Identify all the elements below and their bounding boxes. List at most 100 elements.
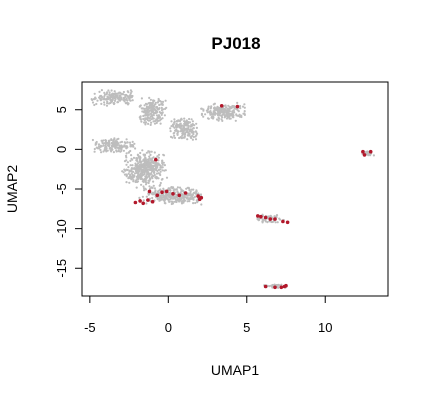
highlighted-cell-point xyxy=(285,220,290,225)
background-cell-point xyxy=(173,118,176,121)
background-cell-point xyxy=(147,162,150,166)
background-cell-point xyxy=(147,111,150,114)
background-cell-point xyxy=(225,106,228,109)
background-cell-point xyxy=(171,200,174,203)
background-cell-point xyxy=(180,200,183,203)
highlighted-cell-point xyxy=(164,189,169,194)
background-cell-point xyxy=(223,116,226,119)
background-cell-point xyxy=(158,199,161,202)
background-cell-point xyxy=(94,143,97,146)
background-cell-point xyxy=(99,148,102,152)
background-cell-point xyxy=(195,126,198,129)
background-cell-point xyxy=(100,139,103,142)
background-cell-point xyxy=(102,150,105,153)
background-cell-point xyxy=(136,174,139,177)
highlighted-cell-point xyxy=(138,199,142,203)
background-cell-point xyxy=(98,96,101,99)
x-tick-label: 10 xyxy=(318,320,332,335)
background-cell-point xyxy=(163,197,166,200)
x-tick-label: -5 xyxy=(84,320,96,335)
background-cell-point xyxy=(157,97,160,101)
background-cell-point xyxy=(164,195,168,198)
background-cell-point xyxy=(95,102,98,106)
background-cell-point xyxy=(159,170,162,173)
background-cell-point xyxy=(151,186,154,189)
background-cell-point xyxy=(191,134,194,137)
background-cell-point xyxy=(129,92,132,95)
background-cell-point xyxy=(125,152,128,155)
background-cell-point xyxy=(164,202,167,205)
background-cell-point xyxy=(157,159,160,162)
background-cell-point xyxy=(192,202,195,205)
background-cell-point xyxy=(116,101,120,104)
background-cell-point xyxy=(278,217,281,220)
background-cell-point xyxy=(186,196,189,199)
background-cell-point xyxy=(217,119,220,122)
background-cell-point xyxy=(131,99,134,102)
background-cell-point xyxy=(176,186,179,189)
highlighted-cell-point xyxy=(141,201,145,206)
background-cell-point xyxy=(161,100,165,103)
background-cell-point xyxy=(180,189,184,192)
background-cell-point xyxy=(153,99,156,102)
background-cell-point xyxy=(103,91,106,94)
background-cell-point xyxy=(119,145,122,148)
background-cell-point xyxy=(145,151,148,154)
background-cell-point xyxy=(166,197,169,200)
background-cell-point xyxy=(139,104,142,107)
background-cell-point xyxy=(207,107,210,110)
background-cell-point xyxy=(171,197,175,200)
background-cell-point xyxy=(153,164,156,167)
background-cell-point xyxy=(128,181,131,184)
background-cell-point xyxy=(232,114,235,117)
background-cell-point xyxy=(213,108,216,111)
background-cell-point xyxy=(268,285,271,288)
background-cell-point xyxy=(139,156,142,159)
background-cell-point xyxy=(210,115,213,118)
highlighted-cell-point xyxy=(171,192,175,196)
background-cell-point xyxy=(97,145,101,148)
background-cell-point xyxy=(180,118,183,121)
x-axis: -5 0 5 10 xyxy=(84,295,332,335)
background-cell-point xyxy=(120,96,123,99)
background-cells-layer xyxy=(90,89,375,289)
highlighted-cell-point xyxy=(263,284,268,289)
background-cell-point xyxy=(94,142,97,145)
background-cell-point xyxy=(188,200,191,203)
background-cell-point xyxy=(160,178,163,181)
background-cell-point xyxy=(192,135,195,139)
background-cell-point xyxy=(243,106,246,109)
background-cell-point xyxy=(161,159,164,162)
background-cell-point xyxy=(143,170,147,173)
background-cell-point xyxy=(187,198,190,201)
background-cell-point xyxy=(183,120,186,124)
highlighted-cell-point xyxy=(255,214,260,218)
background-cell-point xyxy=(124,94,127,97)
background-cell-point xyxy=(192,127,195,130)
y-tick-label: -5 xyxy=(54,183,69,195)
background-cell-point xyxy=(185,187,188,190)
background-cell-point xyxy=(153,107,156,110)
background-cell-point xyxy=(149,98,152,101)
highlighted-cell-point xyxy=(183,191,188,195)
background-cell-point xyxy=(159,122,162,125)
background-cell-point xyxy=(182,129,185,132)
background-cell-point xyxy=(182,199,185,202)
highlighted-cell-point xyxy=(268,217,273,221)
background-cell-point xyxy=(106,144,109,147)
background-cell-point xyxy=(176,131,179,134)
background-cell-point xyxy=(170,202,173,206)
background-cell-point xyxy=(127,91,130,94)
background-cell-point xyxy=(125,168,128,171)
background-cell-point xyxy=(148,179,151,182)
background-cell-point xyxy=(113,138,116,141)
y-tick-label: 5 xyxy=(54,106,69,113)
background-cell-point xyxy=(169,191,172,194)
background-cell-point xyxy=(105,91,109,94)
background-cell-point xyxy=(133,142,136,145)
background-cell-point xyxy=(93,103,96,107)
y-tick-label: 0 xyxy=(54,146,69,153)
background-cell-point xyxy=(125,147,128,150)
background-cell-point xyxy=(208,110,211,113)
background-cell-point xyxy=(161,117,164,120)
